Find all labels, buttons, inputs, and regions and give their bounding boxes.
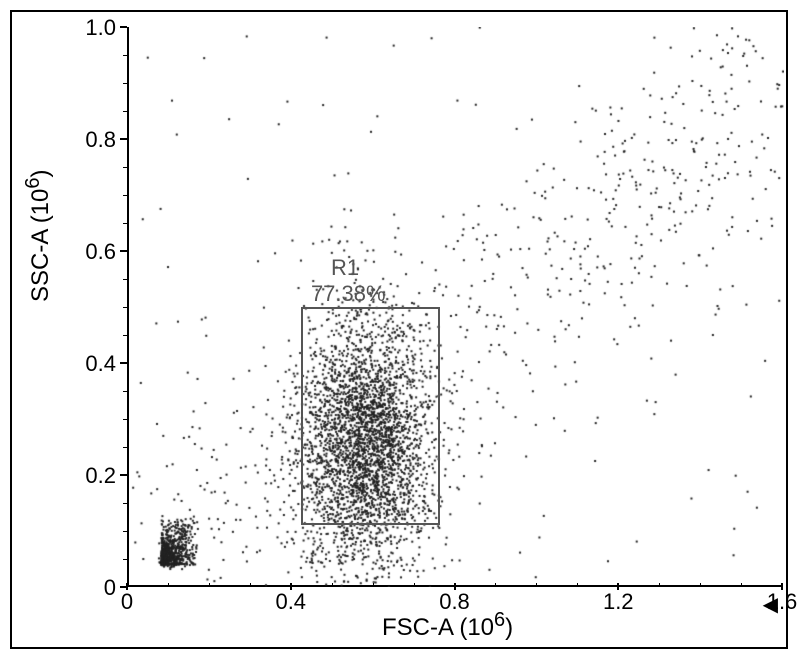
plot-area: R1 77.38%	[127, 27, 782, 587]
x-minor-tick	[373, 583, 374, 587]
y-axis-sup: 6	[22, 177, 44, 188]
x-minor-tick	[700, 583, 701, 587]
x-minor-tick	[209, 583, 210, 587]
x-tick-label: 0.4	[275, 589, 306, 615]
x-minor-tick	[414, 583, 415, 587]
x-axis-text: FSC-A (10	[382, 614, 494, 641]
y-tick-label: 0.6	[85, 239, 116, 265]
y-tick-label: 0.2	[85, 463, 116, 489]
x-minor-tick	[168, 583, 169, 587]
x-minor-tick	[250, 583, 251, 587]
y-minor-tick	[123, 279, 127, 280]
y-minor-tick	[123, 307, 127, 308]
gate-r1-percent: 77.38%	[311, 281, 386, 307]
y-minor-tick	[123, 335, 127, 336]
y-tick-mark	[120, 362, 127, 364]
gate-r1-name: R1	[331, 255, 359, 281]
y-minor-tick	[123, 503, 127, 504]
y-minor-tick	[123, 55, 127, 56]
y-minor-tick	[123, 111, 127, 112]
arrow-marker-icon: ◀	[763, 592, 778, 617]
y-minor-tick	[123, 531, 127, 532]
y-minor-tick	[123, 83, 127, 84]
x-axis-close: )	[505, 614, 513, 641]
gate-r1-box[interactable]	[301, 307, 440, 525]
y-minor-tick	[123, 391, 127, 392]
x-minor-tick	[659, 583, 660, 587]
y-tick-label: 0.4	[85, 351, 116, 377]
y-axis-text: SSC-A (10	[27, 189, 54, 302]
y-minor-tick	[123, 223, 127, 224]
x-minor-tick	[741, 583, 742, 587]
y-minor-tick	[123, 419, 127, 420]
y-axis-close: )	[27, 169, 54, 177]
y-axis-label: SSC-A (106)	[22, 169, 55, 302]
y-tick-mark	[120, 138, 127, 140]
x-minor-tick	[577, 583, 578, 587]
y-tick-mark	[120, 26, 127, 28]
x-minor-tick	[536, 583, 537, 587]
y-tick-mark	[120, 250, 127, 252]
x-tick-label: 0	[121, 589, 133, 615]
y-tick-label: 1.0	[85, 15, 116, 41]
x-tick-label: 0.8	[439, 589, 470, 615]
scatter-canvas	[129, 27, 784, 587]
x-tick-label: 1.2	[603, 589, 634, 615]
y-minor-tick	[123, 559, 127, 560]
y-minor-tick	[123, 167, 127, 168]
chart-frame: R1 77.38% SSC-A (106) FSC-A (106) 00.20.…	[10, 10, 788, 649]
x-minor-tick	[332, 583, 333, 587]
x-axis-sup: 6	[494, 609, 505, 631]
y-minor-tick	[123, 447, 127, 448]
y-minor-tick	[123, 195, 127, 196]
x-minor-tick	[495, 583, 496, 587]
y-tick-label: 0	[104, 575, 116, 601]
y-tick-label: 0.8	[85, 127, 116, 153]
y-tick-mark	[120, 474, 127, 476]
